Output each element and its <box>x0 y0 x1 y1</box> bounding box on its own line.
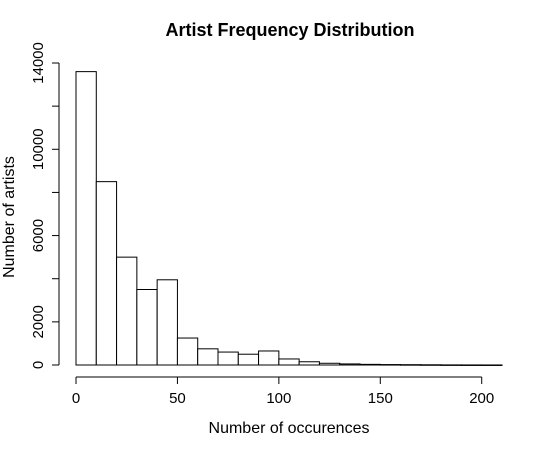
histogram-bar <box>217 351 239 366</box>
histogram-bar <box>298 361 320 366</box>
histogram-bar <box>359 363 381 366</box>
x-tick-label: 50 <box>169 390 186 407</box>
histogram-bar <box>75 71 97 366</box>
histogram-bar <box>258 350 280 366</box>
x-tick-label: 200 <box>469 390 494 407</box>
histogram-bar <box>400 364 422 366</box>
chart-title: Artist Frequency Distribution <box>165 20 414 40</box>
y-tick-label: 0 <box>30 361 47 369</box>
histogram-bar <box>278 358 300 366</box>
x-axis-label: Number of occurences <box>209 420 370 437</box>
histogram-bar <box>318 362 341 366</box>
histogram-bar <box>420 364 442 366</box>
histogram-bar <box>95 181 118 366</box>
histogram-bar <box>481 364 503 366</box>
x-axis: 0 50 100 150 200 <box>72 376 494 407</box>
y-axis-label: Number of artists <box>1 156 18 278</box>
x-tick-label: 100 <box>266 390 291 407</box>
y-axis: 0 2000 6000 10000 14000 <box>30 42 60 369</box>
histogram-bar <box>197 348 219 366</box>
histogram-bar <box>156 279 178 366</box>
x-tick-label: 150 <box>368 390 393 407</box>
histogram-bar <box>379 364 402 366</box>
histogram-bar <box>440 364 462 366</box>
histogram-bar <box>339 363 361 366</box>
histogram-bar <box>136 289 158 366</box>
y-tick-label: 6000 <box>30 219 47 252</box>
y-tick-label: 2000 <box>30 305 47 338</box>
histogram-bar <box>176 337 199 366</box>
x-tick-label: 0 <box>72 390 80 407</box>
histogram-bar <box>460 364 483 366</box>
y-tick-label: 10000 <box>30 128 47 170</box>
histogram-bar <box>116 256 138 366</box>
y-tick-label: 14000 <box>30 42 47 84</box>
bars-group <box>75 71 503 366</box>
histogram-bar <box>237 353 260 366</box>
